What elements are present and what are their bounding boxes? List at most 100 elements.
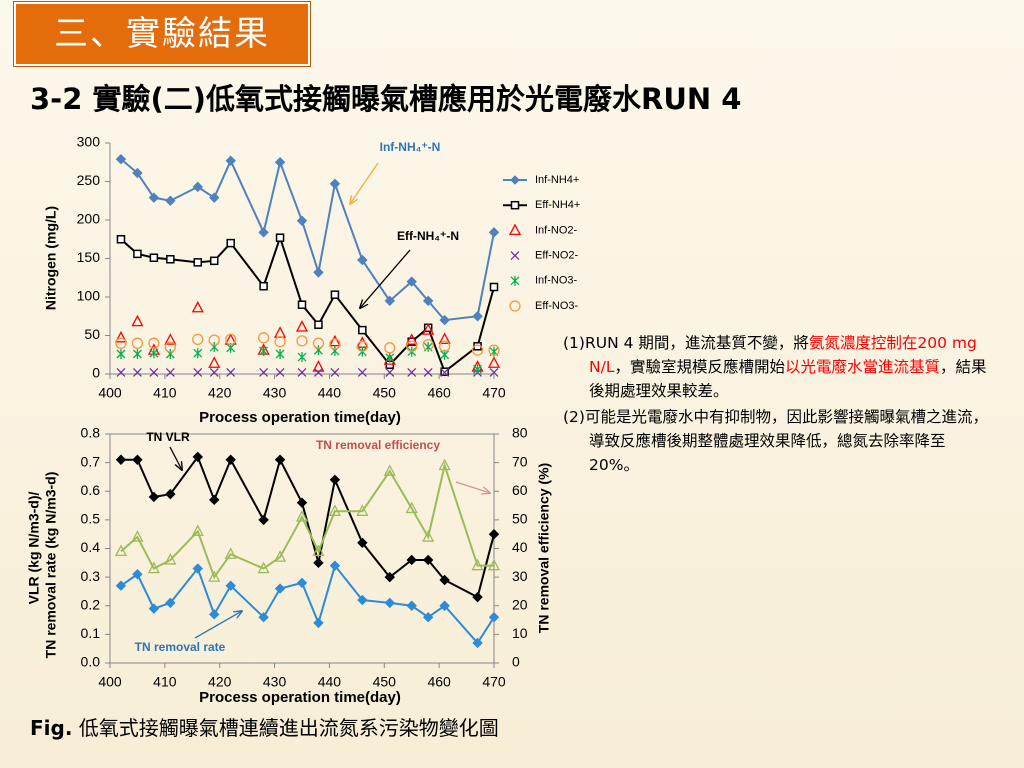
marker (406, 276, 417, 287)
marker (147, 561, 160, 574)
marker (275, 233, 285, 242)
marker (193, 348, 203, 359)
marker (472, 591, 483, 603)
x-tick-label: 450 (373, 674, 397, 690)
marker (313, 557, 324, 569)
marker (132, 569, 143, 580)
marker (422, 611, 434, 623)
plot-frame (109, 433, 495, 664)
y2-tick-label: 20 (512, 596, 528, 612)
marker (296, 497, 308, 508)
marker (358, 325, 367, 335)
marker (165, 368, 175, 377)
annotation: Inf-NH₄⁺-N (380, 140, 441, 154)
marker (208, 356, 221, 368)
marker (114, 330, 128, 343)
caption: Fig. 低氧式接觸曝氣槽連續進出流氮系污染物變化圖 (30, 712, 499, 741)
marker (383, 353, 396, 365)
y-tick-label: 250 (77, 172, 101, 188)
y-tick-label: 0.0 (81, 654, 101, 670)
marker (330, 290, 340, 299)
legend-label: Eff-NO3- (535, 300, 579, 312)
marker (472, 311, 483, 322)
marker (487, 356, 501, 368)
marker (423, 342, 433, 353)
marker (209, 256, 219, 266)
y-tick-label: 0 (92, 365, 100, 381)
marker (329, 474, 341, 486)
caption-label: Fig. (30, 716, 73, 740)
marker (489, 282, 499, 292)
marker (166, 255, 175, 264)
legend-label: Inf-NO3- (535, 275, 578, 287)
marker (149, 348, 159, 359)
marker (440, 368, 450, 377)
section-header: 三、實驗結果 (13, 1, 311, 67)
marker (164, 333, 177, 345)
marker (488, 227, 500, 238)
caption-text: 低氧式接觸曝氣槽連續進出流氮系污染物變化圖 (72, 716, 499, 740)
marker (357, 254, 368, 266)
marker (312, 337, 325, 349)
marker (133, 249, 142, 259)
marker (438, 332, 451, 344)
legend-marker (510, 200, 520, 210)
marker (438, 458, 451, 471)
marker (131, 530, 144, 542)
marker (148, 337, 160, 349)
marker (115, 454, 127, 465)
marker (114, 544, 128, 557)
marker (328, 504, 341, 516)
x-axis-label: Process operation time(day) (199, 409, 401, 426)
marker (384, 295, 395, 307)
marker (191, 524, 204, 536)
marker (259, 345, 269, 356)
marker (131, 314, 144, 327)
x-tick-label: 420 (208, 674, 232, 690)
legend-label: Eff-NH4+ (535, 199, 580, 211)
legend-marker (510, 251, 520, 261)
note: (2)可能是光電廢水中有抑制物，因此影響接觸曝氣槽之進流，導致反應槽後期整體處理… (563, 405, 995, 477)
marker (259, 281, 268, 291)
note-text: ，實驗室規模反應槽開始 (614, 358, 785, 376)
marker (258, 514, 269, 526)
marker (208, 334, 220, 346)
marker (297, 352, 307, 363)
marker (149, 368, 159, 377)
marker (312, 544, 325, 557)
marker (274, 454, 286, 465)
marker (132, 167, 143, 179)
legend-marker (509, 300, 521, 312)
marker (209, 494, 220, 506)
y-tick-label: 0.2 (81, 596, 101, 612)
marker (439, 600, 450, 611)
marker (258, 611, 269, 623)
x-tick-label: 410 (153, 385, 177, 401)
marker (356, 340, 368, 352)
marker (297, 368, 307, 377)
marker (115, 337, 127, 349)
marker (422, 295, 434, 307)
y2-tick-label: 30 (512, 568, 528, 584)
marker (406, 340, 418, 352)
marker (225, 580, 236, 591)
y-axis-label: Nitrogen (mg/L) (43, 206, 59, 310)
series-line (120, 234, 495, 374)
marker (116, 348, 126, 359)
marker (148, 603, 160, 614)
marker (226, 238, 235, 248)
marker (274, 336, 286, 348)
slide-title: 3-2 實驗(二)低氧式接觸曝氣槽應用於光電廢水RUN 4 (30, 82, 742, 116)
marker (384, 342, 396, 354)
marker (116, 368, 126, 377)
annotation-arrow (360, 249, 411, 308)
marker (407, 368, 417, 377)
x-axis-label: Process operation time(day) (199, 689, 401, 706)
marker (164, 341, 176, 353)
legend-label: Inf-NO2- (535, 224, 578, 236)
marker (149, 253, 159, 262)
marker (275, 348, 285, 359)
marker (383, 464, 396, 476)
marker (191, 300, 204, 313)
